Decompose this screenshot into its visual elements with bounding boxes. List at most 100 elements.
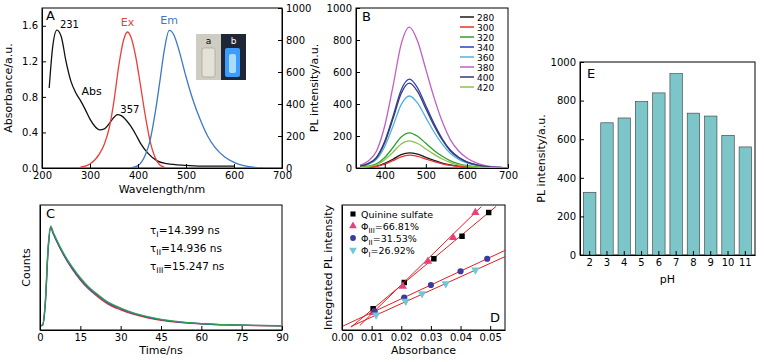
tick-mark: [356, 72, 360, 73]
y-axis: 0.00.40.81.21.6: [22, 9, 46, 174]
tick-label: 400: [557, 173, 576, 184]
data-line: [40, 226, 282, 326]
tick-label: 1000: [286, 3, 311, 14]
x-axis: 200300400500600700: [33, 164, 292, 181]
panel: 0153045607590CTime/nsCountsτI=14.399 nsτ…: [20, 205, 289, 357]
panel-title: C: [46, 206, 55, 221]
data-point: [431, 256, 436, 261]
tick: 3: [604, 251, 610, 268]
tick: 0: [570, 250, 584, 261]
tick: 700: [499, 164, 518, 181]
tick-mark: [676, 251, 677, 255]
data-line: [360, 141, 508, 168]
text-part: =15.247 ns: [163, 260, 224, 272]
x-axis-line: [41, 330, 283, 331]
tick: 30: [115, 326, 128, 343]
tick-label: 0.03: [420, 332, 442, 343]
series-label: Abs: [82, 85, 103, 98]
tick-mark: [624, 251, 625, 255]
tick: 0.04: [450, 326, 472, 343]
legend-marker: [349, 222, 357, 229]
tick: 0.01: [361, 326, 383, 343]
tick-mark: [745, 251, 746, 255]
legend-label: 420: [477, 83, 494, 93]
legend-line: [460, 86, 474, 88]
bar: [635, 102, 647, 255]
tick-label: 0.0: [22, 163, 38, 174]
tick: 15: [74, 326, 87, 343]
tick: 800: [333, 35, 360, 46]
tick-label: 0.04: [450, 332, 472, 343]
legend-item: 400: [460, 73, 494, 83]
bar: [739, 147, 751, 255]
data-point: [424, 256, 432, 263]
tick-mark: [385, 164, 386, 168]
legend-marker: [349, 248, 357, 255]
tick-label: 60: [195, 332, 208, 343]
tick-label: 600: [557, 134, 576, 145]
tick-mark: [580, 62, 584, 63]
tick-label: 400: [286, 99, 305, 110]
tick: 800: [557, 95, 584, 106]
tick-mark: [356, 40, 360, 41]
tick: 6: [656, 251, 662, 268]
annotation: τI=14.399 ns: [150, 224, 220, 239]
tick-mark: [278, 104, 282, 105]
plot-frame: [40, 205, 282, 330]
tick-label: 6: [656, 257, 662, 268]
tick-label: 0.8: [22, 92, 38, 103]
tick: 60: [195, 326, 208, 343]
tick-label: 200: [557, 211, 576, 222]
bar: [583, 192, 595, 255]
x-axis: 400500600700: [357, 164, 519, 181]
x-axis-line: [43, 168, 283, 169]
legend-label: 360: [477, 53, 494, 63]
legend-label: 280: [477, 13, 494, 23]
tick-mark: [710, 251, 711, 255]
tick-mark: [138, 164, 139, 168]
tick: 0.05: [480, 326, 502, 343]
tick: 600: [225, 164, 244, 181]
series-label: Em: [160, 14, 178, 27]
tick: 400: [278, 99, 305, 110]
tick-label: 600: [225, 170, 244, 181]
tick: 1.6: [22, 20, 46, 31]
legend-marker: [350, 211, 355, 216]
y-axis-line: [580, 63, 581, 256]
legend: 280300320340360380400420: [460, 13, 494, 93]
x-axis-line: [343, 330, 506, 331]
text-part: =14.936 ns: [161, 242, 222, 254]
tick-label: 2: [586, 257, 592, 268]
tick-mark: [658, 251, 659, 255]
tick: 0.8: [22, 92, 46, 103]
tick-label: 15: [74, 332, 87, 343]
tick-label: 90: [276, 332, 289, 343]
tick-mark: [282, 326, 283, 330]
plot-area: [40, 226, 282, 326]
data-line: [40, 228, 282, 326]
text-part: =31.53%: [373, 233, 417, 244]
tick-label: 0.02: [391, 332, 413, 343]
tick-mark: [161, 326, 162, 330]
legend-line: [460, 76, 474, 78]
plot-frame: [42, 8, 282, 168]
x-axis: 0.000.010.020.030.040.05: [331, 326, 505, 343]
tick-mark: [356, 8, 360, 9]
tick-label: 200: [333, 131, 352, 142]
tick: 500: [417, 164, 436, 181]
data-point: [442, 281, 450, 288]
subscript: III: [156, 266, 163, 275]
legend-item: 300: [460, 23, 494, 33]
tick-mark: [461, 326, 462, 330]
data-line: [131, 30, 263, 168]
legend-label: 300: [477, 23, 494, 33]
legend-line: [460, 26, 474, 28]
tick-mark: [401, 326, 402, 330]
tick-label: 500: [177, 170, 196, 181]
tick-label: 9: [708, 257, 714, 268]
plot-area: [360, 27, 508, 168]
tick: 8: [690, 251, 696, 268]
tick-label: 400: [129, 170, 148, 181]
tick-mark: [728, 251, 729, 255]
y2-axis-line: [282, 9, 283, 169]
